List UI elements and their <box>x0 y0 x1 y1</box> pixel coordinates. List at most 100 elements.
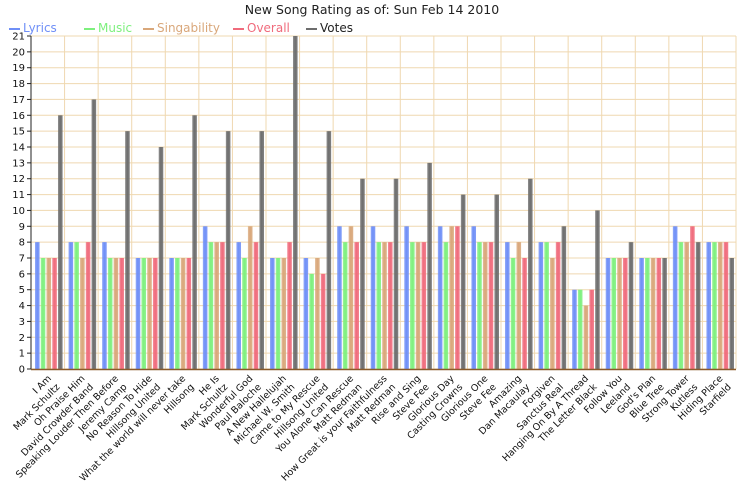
bar-singability <box>281 258 287 369</box>
bar-music <box>510 258 516 369</box>
bar-music <box>107 258 113 369</box>
bar-singability <box>482 242 488 369</box>
bar-votes <box>662 258 667 369</box>
bar-singability <box>315 258 320 369</box>
bar-overall <box>85 242 91 369</box>
bar-overall <box>622 258 628 369</box>
bar-votes <box>393 178 399 369</box>
y-tick-label: 6 <box>19 269 25 280</box>
bar-overall <box>522 258 527 369</box>
bar-overall <box>555 242 561 369</box>
bar-overall <box>723 242 729 369</box>
bar-overall <box>320 273 326 369</box>
bar-overall <box>455 226 460 369</box>
bar-overall <box>690 226 695 369</box>
y-tick-label: 0 <box>19 365 25 376</box>
bar-votes <box>292 36 298 369</box>
bar-music <box>577 289 583 369</box>
bar-singability <box>46 258 52 369</box>
bars <box>34 36 735 370</box>
bar-music <box>611 258 617 369</box>
bar-singability <box>717 242 723 369</box>
bar-overall <box>253 242 259 369</box>
bar-singability <box>180 258 186 369</box>
y-tick-label: 18 <box>12 79 25 90</box>
bar-votes <box>695 242 701 369</box>
legend-label-music: Music <box>98 21 132 35</box>
y-tick-label: 11 <box>12 190 25 201</box>
bar-singability <box>415 242 421 369</box>
chart-title: New Song Rating as of: Sun Feb 14 2010 <box>245 2 499 17</box>
bar-music <box>410 242 415 369</box>
bar-lyrics <box>706 242 712 369</box>
bar-votes <box>192 115 197 370</box>
bar-music <box>678 242 684 369</box>
y-tick-label: 14 <box>12 143 25 154</box>
bar-music <box>175 258 180 369</box>
y-tick-label: 4 <box>19 301 25 312</box>
bar-lyrics <box>303 258 309 369</box>
bar-singability <box>247 226 253 369</box>
bar-lyrics <box>269 258 275 369</box>
bar-lyrics <box>337 226 342 369</box>
bar-lyrics <box>572 289 577 369</box>
bar-lyrics <box>169 258 174 369</box>
bar-singability <box>449 226 454 369</box>
y-tick-label: 16 <box>12 111 25 122</box>
bar-singability <box>550 258 555 369</box>
bar-votes <box>729 258 735 369</box>
bar-music <box>242 258 247 369</box>
bar-votes <box>527 178 533 369</box>
bar-votes <box>360 178 365 369</box>
bar-lyrics <box>605 258 611 369</box>
legend-label-lyrics: Lyrics <box>23 21 57 35</box>
bar-singability <box>348 226 354 369</box>
bar-lyrics <box>135 258 141 369</box>
y-tick-label: 5 <box>19 285 25 296</box>
bar-singability <box>147 258 152 369</box>
legend-label-singability: Singability <box>157 21 220 35</box>
bar-votes <box>158 147 164 369</box>
bar-lyrics <box>102 242 107 369</box>
bar-votes <box>57 115 63 370</box>
bar-lyrics <box>504 242 510 369</box>
y-tick-label: 2 <box>19 333 25 344</box>
bar-music <box>443 242 449 369</box>
bar-music <box>712 242 717 369</box>
y-tick-label: 12 <box>12 174 25 185</box>
bar-votes <box>91 99 97 369</box>
bar-singability <box>80 258 85 369</box>
y-tick-label: 20 <box>12 47 25 58</box>
bar-lyrics <box>202 226 208 369</box>
bar-overall <box>287 242 292 369</box>
legend-label-votes: Votes <box>320 21 353 35</box>
legend-label-overall: Overall <box>247 21 290 35</box>
bar-singability <box>617 258 622 369</box>
bar-singability <box>684 242 689 369</box>
bar-lyrics <box>639 258 644 369</box>
bar-votes <box>460 194 466 369</box>
bar-music <box>40 258 46 369</box>
bar-overall <box>152 258 158 369</box>
bar-overall <box>52 258 57 369</box>
bar-singability <box>516 242 522 369</box>
bar-lyrics <box>370 226 376 369</box>
y-tick-label: 9 <box>19 222 25 233</box>
bar-music <box>74 242 79 369</box>
bar-overall <box>656 258 662 369</box>
bar-singability <box>650 258 656 369</box>
legend: Lyrics Music Singability Overall Votes <box>9 21 353 35</box>
bar-lyrics <box>68 242 74 369</box>
bar-overall <box>220 242 225 369</box>
bar-votes <box>561 226 567 369</box>
y-tick-label: 15 <box>12 127 25 138</box>
y-tick-label: 7 <box>19 254 25 265</box>
bar-music <box>645 258 650 369</box>
bar-overall <box>421 242 427 369</box>
y-tick-label: 21 <box>12 32 25 43</box>
bar-votes <box>628 242 634 369</box>
bar-lyrics <box>672 226 678 369</box>
bar-lyrics <box>404 226 409 369</box>
bar-singability <box>113 258 119 369</box>
